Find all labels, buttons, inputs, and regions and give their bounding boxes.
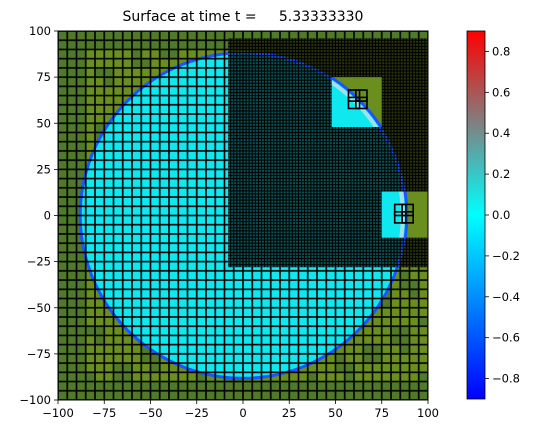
gauge-patches: [331, 77, 428, 238]
x-tick-label: 50: [328, 406, 343, 420]
x-tick-label: 75: [374, 406, 389, 420]
colorbar-tick-label: 0.4: [492, 126, 510, 140]
x-axis: −100 −75 −50 −25 0 25 50 75 100: [42, 400, 439, 420]
gauge-box: [355, 89, 368, 102]
colorbar: [466, 30, 486, 400]
gauge-box: [393, 211, 407, 224]
y-tick-label: −100: [19, 393, 51, 407]
colorbar-tick-label: −0.2: [492, 249, 520, 263]
colorbar-tick-label: −0.6: [492, 331, 520, 345]
colorbar-tick-label: −0.8: [492, 372, 520, 386]
y-tick-label: −75: [27, 347, 51, 361]
x-tick-label: 25: [282, 406, 297, 420]
y-tick-label: 100: [29, 24, 51, 38]
gauge-box: [347, 89, 361, 102]
x-tick-label: 100: [417, 406, 439, 420]
gauge-box: [401, 203, 415, 217]
gauge-box: [347, 96, 361, 110]
gauge-box: [401, 211, 415, 224]
y-tick-label: 0: [44, 209, 51, 223]
colorbar-axis: −0.8 −0.6 −0.4 −0.2 0.0 0.2 0.4 0.6 0.8: [485, 44, 520, 386]
colorbar-tick-label: 0.2: [492, 167, 510, 181]
x-tick-label: −100: [42, 406, 74, 420]
x-tick-label: −50: [138, 406, 162, 420]
x-tick-label: −75: [92, 406, 116, 420]
y-axis: −100 −75 −50 −25 0 25 50 75 100: [19, 24, 58, 407]
gauge-patch: [331, 77, 382, 127]
y-tick-label: 75: [36, 70, 51, 84]
y-tick-label: 25: [36, 162, 51, 176]
y-tick-label: −50: [27, 301, 51, 315]
colorbar-tick-label: 0.0: [492, 208, 510, 222]
gauge-box: [355, 96, 368, 110]
gauge-patch: [381, 191, 428, 238]
colorbar-tick-label: 0.6: [492, 85, 510, 99]
gauge-box: [393, 203, 407, 217]
colorbar-tick-label: −0.4: [492, 290, 520, 304]
x-tick-label: 0: [239, 406, 246, 420]
y-tick-label: 50: [36, 116, 51, 130]
x-tick-label: −25: [185, 406, 209, 420]
colorbar-tick-label: 0.8: [492, 44, 510, 58]
chart-title: Surface at time t = 5.33333330: [123, 9, 364, 25]
plot-area: [58, 31, 428, 400]
y-tick-label: −25: [27, 255, 51, 269]
